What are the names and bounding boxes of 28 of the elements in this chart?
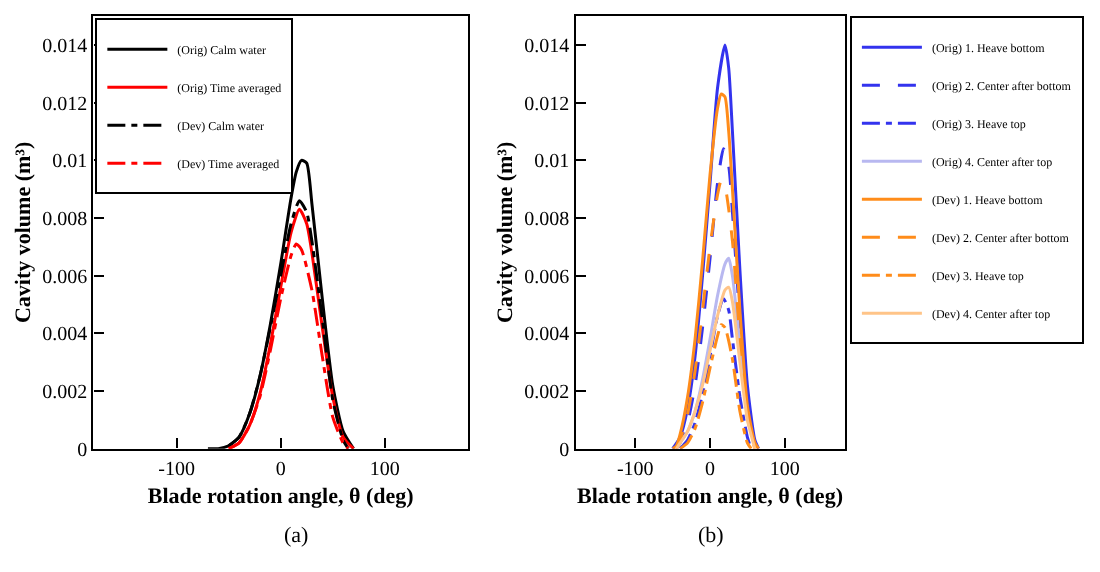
x-tick-label: 0 <box>275 458 286 481</box>
y-axis-title: Cavity volume (m³) <box>11 141 36 324</box>
x-tick-label: 0 <box>705 458 716 481</box>
x-tick-label: -100 <box>158 458 196 481</box>
y-tick-label: 0.01 <box>52 151 88 174</box>
y-axis-title: Cavity volume (m³) <box>493 141 518 324</box>
y-tick-label: 0.014 <box>42 36 88 58</box>
y-tick-label: 0.002 <box>524 381 570 404</box>
y-tick-label: 0.004 <box>42 324 88 347</box>
y-tick-label: 0.012 <box>524 93 570 116</box>
y-tick-label: 0.002 <box>42 381 88 404</box>
y-tick-label: 0.004 <box>524 324 570 347</box>
x-tick-label: 100 <box>369 458 400 481</box>
y-tick-label: 0 <box>77 439 88 462</box>
y-tick-label: 0.006 <box>524 266 570 289</box>
x-tick-label: 100 <box>769 458 800 481</box>
text: (b) <box>698 524 725 548</box>
y-tick-label: 0.012 <box>42 93 88 116</box>
y-tick-label: 0.008 <box>42 208 88 231</box>
x-axis-title: Blade rotation angle, θ (deg) <box>147 485 415 510</box>
y-tick-label: 0.01 <box>534 151 570 174</box>
x-tick-label: -100 <box>616 458 654 481</box>
y-tick-label: 0.008 <box>524 208 570 231</box>
y-tick-label: 0 <box>559 439 570 462</box>
y-tick-label: 0.006 <box>42 266 88 289</box>
y-tick-label: 0.014 <box>524 36 570 58</box>
x-axis-title: Blade rotation angle, θ (deg) <box>577 485 844 510</box>
text: (a) <box>284 524 310 548</box>
